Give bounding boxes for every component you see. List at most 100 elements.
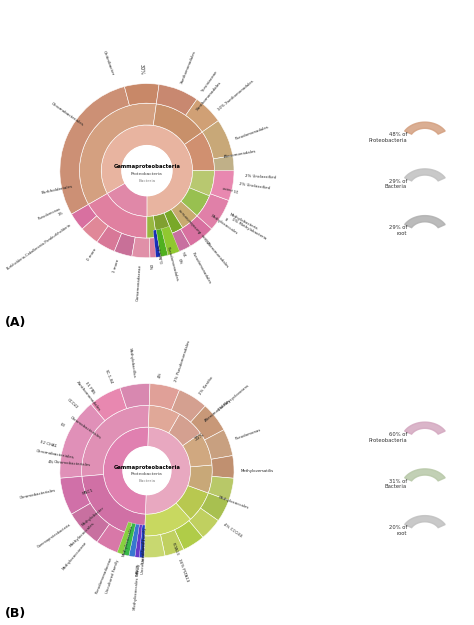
Text: Proteobacteria: Proteobacteria [131, 173, 163, 176]
Text: Methylobacter: Methylobacter [81, 506, 105, 527]
Wedge shape [205, 430, 233, 459]
Text: 4% CCO24: 4% CCO24 [222, 522, 243, 539]
Wedge shape [114, 233, 135, 256]
Wedge shape [147, 237, 162, 258]
Text: Chromobacteriales: Chromobacteriales [69, 415, 102, 440]
Text: Burkholderiales: Burkholderiales [41, 184, 73, 195]
Wedge shape [210, 171, 234, 201]
Wedge shape [91, 388, 127, 421]
Polygon shape [405, 516, 445, 528]
Text: E1 PBS: E1 PBS [84, 382, 95, 395]
Text: Alteromonadales: Alteromonadales [204, 399, 232, 423]
Text: Methylococcales: Methylococcales [122, 525, 134, 557]
Wedge shape [82, 406, 149, 476]
Wedge shape [210, 176, 234, 201]
Text: 2% Unclassified: 2% Unclassified [245, 174, 276, 179]
Text: Alteromonadales: Alteromonadales [206, 241, 230, 269]
Text: 30%: 30% [139, 64, 145, 75]
Wedge shape [162, 226, 180, 255]
Wedge shape [201, 493, 229, 521]
Text: Pseudomonadaceae: Pseudomonadaceae [95, 557, 114, 595]
Wedge shape [171, 201, 197, 228]
Wedge shape [120, 384, 150, 409]
Wedge shape [202, 194, 229, 221]
Text: Nitro. Aureobacterium: Nitro. Aureobacterium [179, 207, 211, 242]
Wedge shape [184, 132, 214, 171]
Text: 60% of
Proteobacteria: 60% of Proteobacteria [368, 432, 407, 442]
Text: Bacteria: Bacteria [138, 179, 155, 183]
Text: Comamonadaceae: Comamonadaceae [136, 264, 142, 301]
Wedge shape [82, 216, 108, 242]
Wedge shape [164, 209, 182, 233]
Wedge shape [153, 230, 161, 258]
Wedge shape [208, 476, 234, 501]
Text: 2% Unclassified: 2% Unclassified [239, 182, 271, 190]
Wedge shape [80, 103, 156, 204]
Wedge shape [202, 121, 233, 159]
Text: 1%: 1% [182, 249, 188, 256]
Text: Uncultured Family: Uncultured Family [142, 527, 147, 562]
Text: 10% Xanthomonadales: 10% Xanthomonadales [218, 79, 255, 112]
Wedge shape [172, 390, 205, 422]
Wedge shape [181, 216, 212, 246]
Text: Chromobacteriales: Chromobacteriales [54, 461, 91, 468]
Text: Xanthomonadales: Xanthomonadales [180, 50, 197, 84]
Text: Proteobacteria: Proteobacteria [131, 472, 163, 476]
Text: Gammaproteobacteria: Gammaproteobacteria [113, 164, 181, 169]
Wedge shape [182, 433, 212, 467]
Text: 29% of
root: 29% of root [389, 226, 407, 236]
Wedge shape [72, 503, 109, 542]
Circle shape [123, 447, 171, 494]
Wedge shape [129, 534, 145, 558]
Wedge shape [89, 194, 147, 238]
Wedge shape [149, 384, 180, 410]
Text: 29% of
Bacteria: 29% of Bacteria [385, 179, 407, 189]
Polygon shape [405, 469, 445, 481]
Text: 15 more: 15 more [222, 185, 239, 192]
Text: Methylobacteria: Methylobacteria [228, 213, 258, 231]
Wedge shape [174, 521, 203, 549]
Wedge shape [175, 228, 194, 249]
Text: Uncultured Family: Uncultured Family [141, 538, 146, 574]
Text: Gammaproteobacteria: Gammaproteobacteria [113, 464, 181, 469]
Text: Chromobacteriales: Chromobacteriales [18, 488, 56, 500]
Text: 4%: 4% [158, 371, 163, 378]
Text: Chromobacteriales: Chromobacteriales [50, 102, 84, 127]
Wedge shape [211, 456, 234, 478]
Wedge shape [184, 220, 206, 244]
Wedge shape [135, 524, 142, 558]
Wedge shape [101, 125, 192, 216]
Text: PLTA13: PLTA13 [171, 542, 180, 556]
Text: Methylococcales: Methylococcales [69, 522, 96, 548]
Wedge shape [97, 226, 122, 251]
Wedge shape [156, 229, 168, 257]
Text: Methylococcaceae: Methylococcaceae [62, 541, 88, 571]
Wedge shape [60, 476, 91, 514]
Wedge shape [149, 236, 170, 258]
Wedge shape [82, 474, 146, 536]
Text: 20% of
root: 20% of root [389, 526, 407, 536]
Wedge shape [191, 406, 224, 440]
Polygon shape [405, 216, 445, 227]
Text: 2% Xantho: 2% Xantho [199, 375, 215, 395]
Text: 35%: 35% [193, 432, 205, 442]
Wedge shape [189, 171, 214, 196]
Text: (A): (A) [5, 316, 26, 329]
Wedge shape [164, 229, 191, 255]
Text: CCO22: CCO22 [66, 398, 79, 409]
Text: 0% Methylobacteria: 0% Methylobacteria [231, 218, 267, 241]
Text: E2 CHA1: E2 CHA1 [40, 440, 57, 448]
Wedge shape [213, 156, 234, 178]
Text: Uncultured Family: Uncultured Family [105, 559, 120, 594]
Wedge shape [153, 104, 202, 144]
Text: SC-1-84: SC-1-84 [104, 369, 114, 384]
Text: 8: 8 [225, 214, 229, 219]
Text: Pseudomonadales: Pseudomonadales [234, 124, 269, 141]
Wedge shape [124, 84, 159, 106]
Wedge shape [147, 171, 214, 238]
Wedge shape [139, 525, 145, 558]
Wedge shape [159, 235, 174, 256]
Wedge shape [156, 84, 197, 116]
Wedge shape [188, 465, 212, 493]
Text: Xanthomonadales: Xanthomonadales [196, 81, 223, 112]
